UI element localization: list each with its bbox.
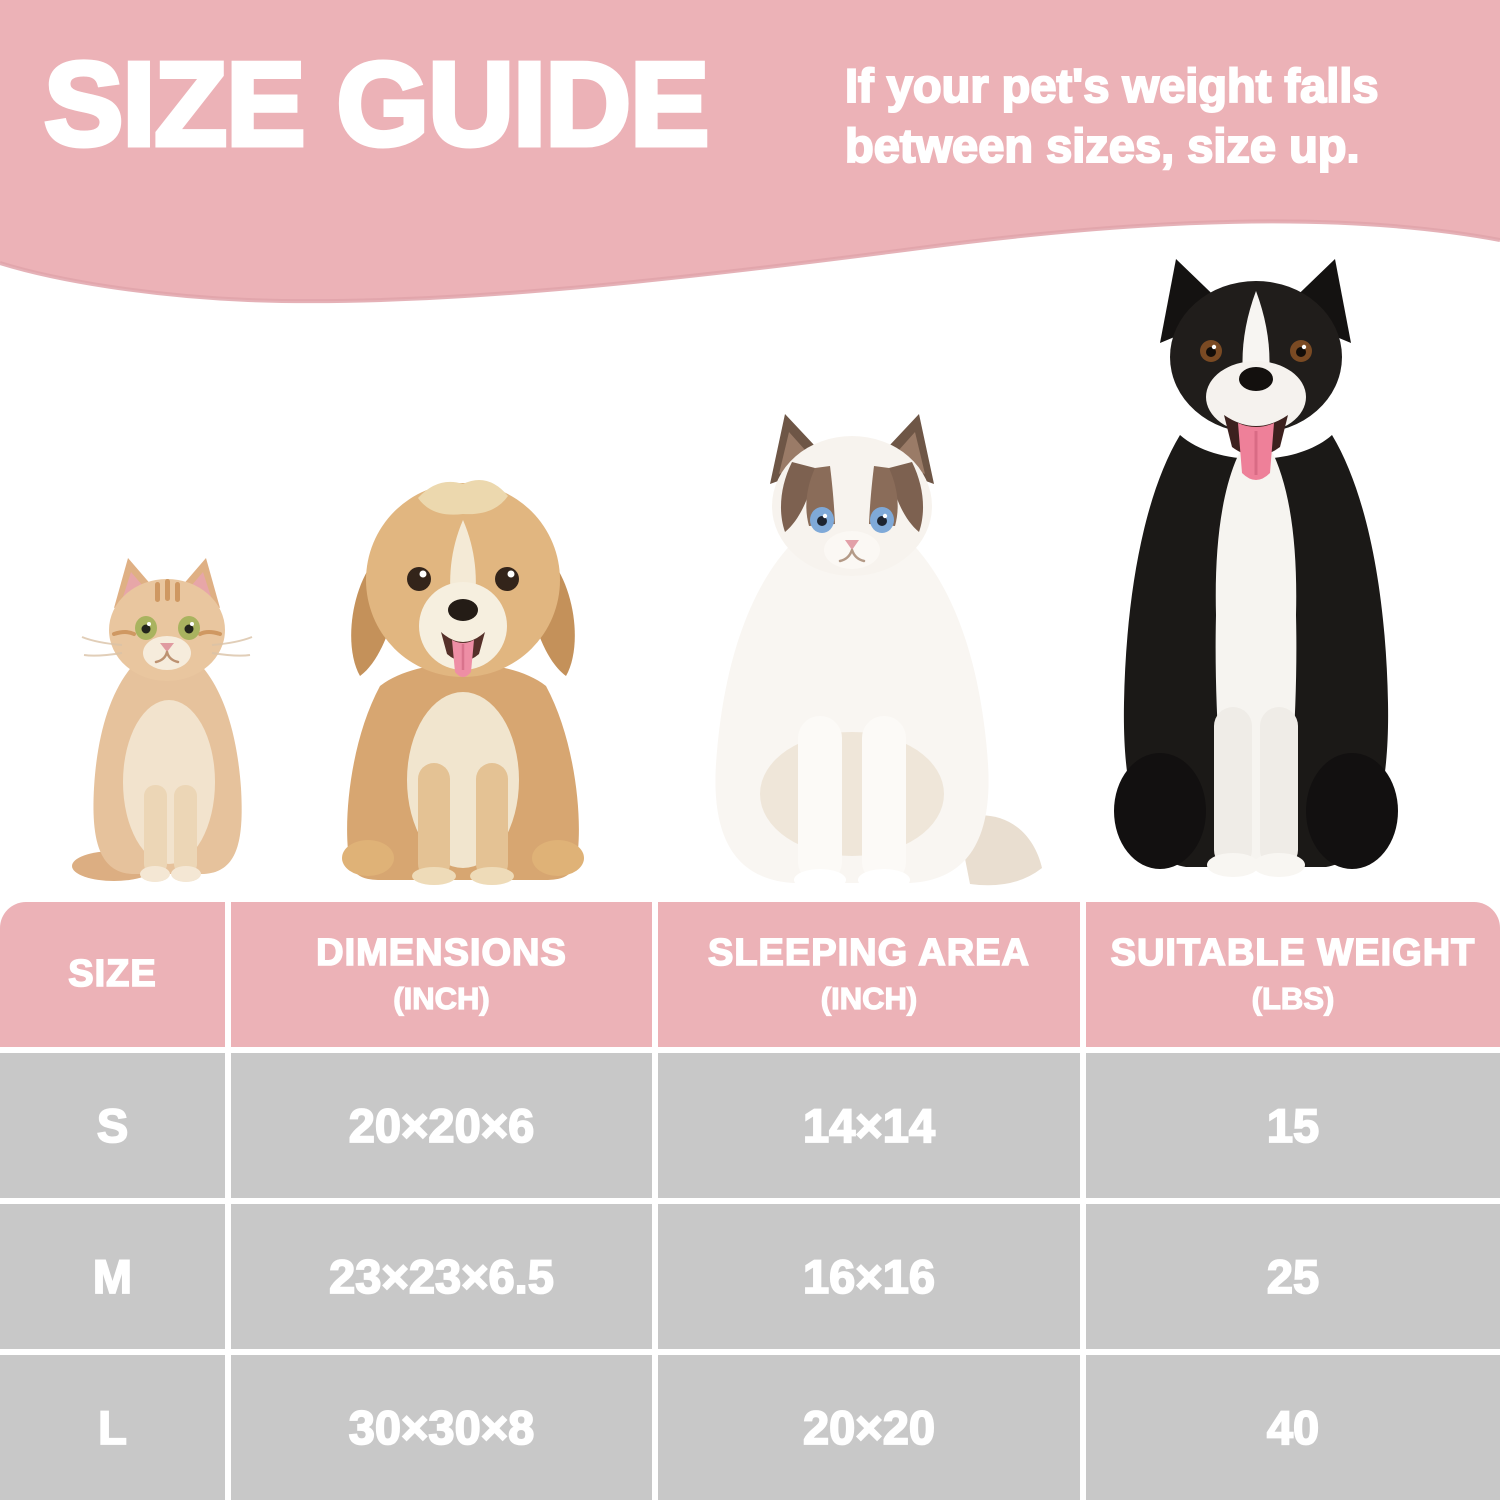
border-collie-dog-photo xyxy=(1114,259,1398,877)
size-note: If your pet's weight falls between sizes… xyxy=(844,56,1485,175)
orange-tabby-cat-photo xyxy=(72,558,253,882)
size-note-line1: If your pet's weight falls xyxy=(844,58,1379,113)
col-header-suitable-weight: SUITABLE WEIGHT (LBS) xyxy=(1086,902,1500,1047)
row-m-dimensions: 23×23×6.5 xyxy=(231,1204,652,1349)
row-s-weight: 15 xyxy=(1086,1053,1500,1198)
col-header-line2: (LBS) xyxy=(1251,980,1335,1016)
banner-wave-background xyxy=(0,0,1500,304)
col-header-line1: SIZE xyxy=(67,952,157,996)
col-header-sleeping-area: SLEEPING AREA (INCH) xyxy=(658,902,1080,1047)
size-note-line2: between sizes, size up. xyxy=(844,118,1361,173)
row-l-weight: 40 xyxy=(1086,1355,1500,1500)
row-l-dimensions: 30×30×8 xyxy=(231,1355,652,1500)
row-s-dimensions: 20×20×6 xyxy=(231,1053,652,1198)
col-header-line2: (INCH) xyxy=(820,980,918,1016)
col-header-line1: SLEEPING AREA xyxy=(707,931,1030,975)
col-header-line2: (INCH) xyxy=(393,980,491,1016)
col-header-line1: SUITABLE WEIGHT xyxy=(1110,931,1476,975)
row-m-weight: 25 xyxy=(1086,1204,1500,1349)
page-title: SIZE GUIDE xyxy=(41,36,711,174)
row-l-size: L xyxy=(0,1355,225,1500)
col-header-dimensions: DIMENSIONS (INCH) xyxy=(231,902,652,1047)
ragdoll-cat-photo xyxy=(715,414,1042,891)
row-m-size: M xyxy=(0,1204,225,1349)
size-table: SIZE DIMENSIONS (INCH) SLEEPING AREA (IN… xyxy=(0,902,1500,1500)
row-l-sleeping-area: 20×20 xyxy=(658,1355,1080,1500)
col-header-size: SIZE xyxy=(0,902,225,1047)
row-s-sleeping-area: 14×14 xyxy=(658,1053,1080,1198)
tan-puppy-photo xyxy=(342,480,584,885)
row-s-size: S xyxy=(0,1053,225,1198)
col-header-line1: DIMENSIONS xyxy=(315,931,567,975)
row-m-sleeping-area: 16×16 xyxy=(658,1204,1080,1349)
